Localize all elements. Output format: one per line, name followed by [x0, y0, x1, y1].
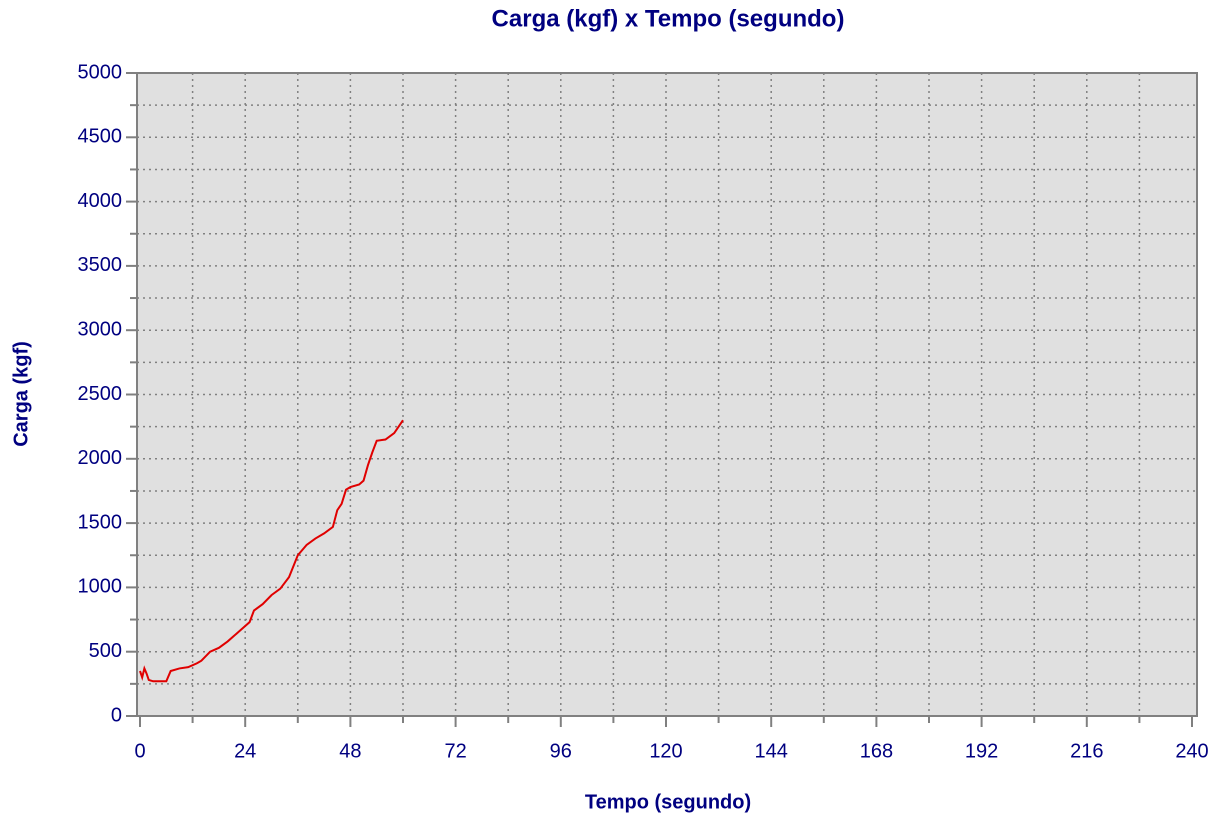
y-tick-label: 5000 — [78, 61, 123, 83]
y-tick-label: 3500 — [78, 254, 123, 276]
x-axis-title: Tempo (segundo) — [585, 791, 751, 813]
grid — [137, 73, 1197, 716]
data-line — [139, 419, 404, 683]
y-tick-label: 4500 — [78, 126, 123, 148]
x-tick-label: 120 — [649, 740, 682, 762]
x-tick-label: 24 — [234, 740, 256, 762]
x-tick-label: 240 — [1175, 740, 1208, 762]
x-tick-label: 144 — [755, 740, 788, 762]
x-tick-label: 216 — [1070, 740, 1103, 762]
y-tick-label: 4000 — [78, 190, 123, 212]
y-tick-label: 3000 — [78, 318, 123, 340]
x-tick-label: 96 — [550, 740, 572, 762]
y-tick-label: 500 — [89, 640, 122, 662]
x-tick-label: 0 — [134, 740, 145, 762]
x-tick-label: 168 — [860, 740, 893, 762]
chart-title: Carga (kgf) x Tempo (segundo) — [492, 5, 845, 32]
x-tick-label: 48 — [339, 740, 361, 762]
y-tick-label: 1000 — [78, 576, 123, 598]
y-tick-label: 1500 — [78, 511, 123, 533]
x-tick-label: 192 — [965, 740, 998, 762]
y-tick-label: 0 — [111, 704, 122, 726]
y-tick-label: 2500 — [78, 383, 123, 405]
marks — [139, 419, 404, 683]
x-tick-label: 72 — [444, 740, 466, 762]
y-axis-title: Carga (kgf) — [10, 341, 32, 447]
y-tick-label: 2000 — [78, 447, 123, 469]
